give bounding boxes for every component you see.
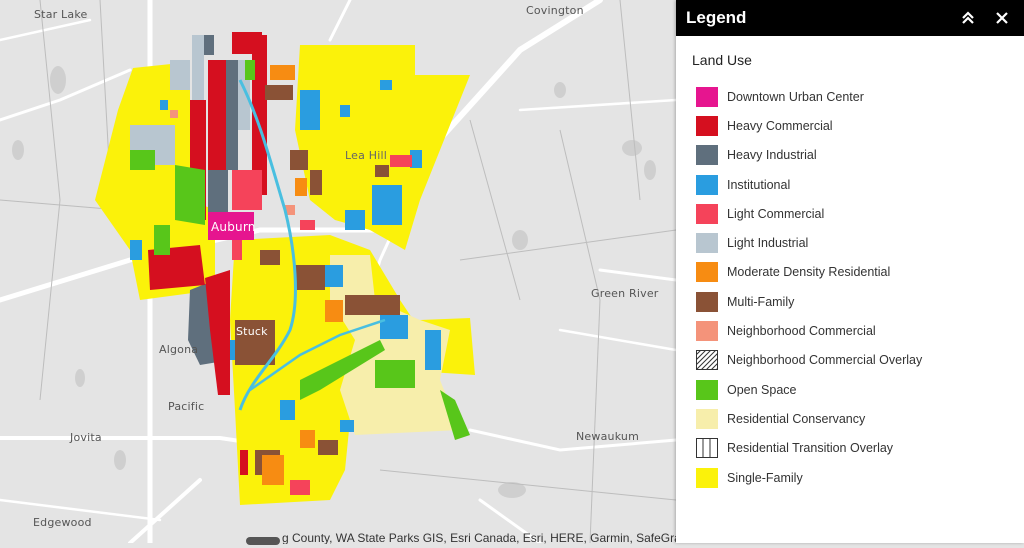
legend-swatch [696, 115, 718, 136]
legend-swatch [696, 350, 718, 371]
legend-item-label: Residential Transition Overlay [727, 441, 894, 456]
place-label-covington: Covington [526, 4, 584, 17]
legend-swatch [696, 262, 718, 283]
place-label-newaukum: Newaukum [576, 430, 640, 443]
place-label-stuck: Stuck [236, 325, 268, 338]
land-use-layer [95, 32, 475, 505]
legend-item-label: Residential Conservancy [727, 411, 866, 426]
legend-item: Moderate Density Residential [696, 258, 922, 287]
place-label-pacific: Pacific [168, 400, 205, 413]
place-label-green-river: Green River [591, 287, 659, 300]
legend-item: Residential Conservancy [696, 404, 922, 433]
legend-swatch [696, 233, 718, 254]
attribution-toggle[interactable] [246, 537, 280, 545]
place-label-algona: Algona [159, 343, 199, 356]
legend-swatch [696, 174, 718, 195]
legend-item: Neighborhood Commercial Overlay [696, 346, 922, 375]
legend-item-label: Multi-Family [727, 294, 795, 309]
place-label-edgewood: Edgewood [33, 516, 92, 529]
legend-swatch [696, 408, 718, 429]
legend-title: Legend [686, 8, 747, 27]
legend-item: Open Space [696, 375, 922, 404]
place-label-auburn: Auburn [211, 220, 256, 234]
legend-swatch [696, 86, 718, 107]
close-button[interactable] [990, 6, 1014, 30]
legend-swatch [696, 438, 718, 459]
legend-item: Residential Transition Overlay [696, 434, 922, 463]
legend-item-label: Moderate Density Residential [727, 265, 891, 280]
legend-item-label: Light Industrial [727, 236, 809, 251]
legend-panel: Legend Land Use Downtown Urban Center Hea… [676, 0, 1024, 543]
minor-roads [0, 0, 677, 544]
layer-title: Land Use [692, 52, 752, 68]
legend-item-label: Neighborhood Commercial [727, 324, 876, 339]
legend-item-label: Downtown Urban Center [727, 89, 864, 104]
legend-swatch [696, 291, 718, 312]
legend-swatch [696, 379, 718, 400]
legend-swatch [696, 321, 718, 342]
legend-swatch [696, 467, 718, 488]
place-label-star-lake: Star Lake [34, 8, 88, 21]
place-label-jovita: Jovita [70, 431, 102, 444]
legend-item: Downtown Urban Center [696, 82, 922, 111]
legend-item: Light Commercial [696, 199, 922, 228]
legend-item-label: Neighborhood Commercial Overlay [727, 353, 923, 368]
legend-item: Institutional [696, 170, 922, 199]
legend-list: Downtown Urban Center Heavy Commercial Hea… [696, 82, 922, 492]
legend-item: Neighborhood Commercial [696, 316, 922, 345]
legend-item: Light Industrial [696, 228, 922, 257]
place-label-lea-hill: Lea Hill [345, 149, 387, 162]
legend-item-label: Institutional [727, 177, 791, 192]
legend-swatch [696, 203, 718, 224]
legend-item: Heavy Commercial [696, 111, 922, 140]
double-chevron-up-icon [962, 11, 974, 24]
close-icon [996, 12, 1008, 24]
legend-item-label: Heavy Industrial [727, 148, 817, 163]
legend-item-label: Light Commercial [727, 206, 825, 221]
legend-item: Single-Family [696, 463, 922, 492]
legend-item-label: Heavy Commercial [727, 118, 833, 133]
legend-item-label: Single-Family [727, 470, 803, 485]
map-attribution: g County, WA State Parks GIS, Esri Canad… [282, 532, 676, 544]
collapse-button[interactable] [956, 6, 980, 30]
legend-swatch [696, 145, 718, 166]
water-bodies [12, 66, 656, 498]
legend-item: Multi-Family [696, 287, 922, 316]
legend-item: Heavy Industrial [696, 141, 922, 170]
legend-header: Legend [676, 0, 1024, 36]
legend-item-label: Open Space [727, 382, 797, 397]
